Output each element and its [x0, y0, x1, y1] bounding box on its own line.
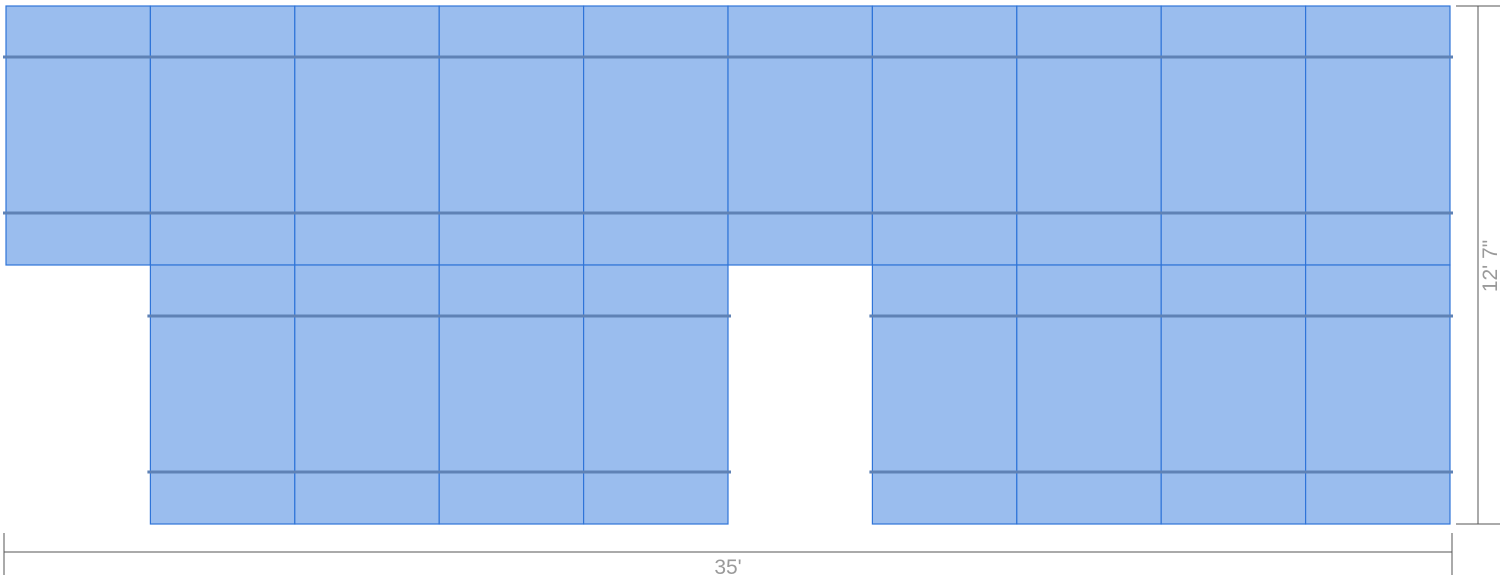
height-dimension-label: 12' 7" [1479, 240, 1502, 292]
mounting-rails [3, 55, 1453, 474]
solar-panel [1016, 264, 1162, 525]
solar-panel [438, 264, 585, 525]
solar-panel [582, 5, 729, 266]
solar-panel [294, 264, 440, 525]
solar-panel [1160, 5, 1307, 266]
solar-panel [1304, 5, 1451, 266]
solar-panel [1016, 5, 1162, 266]
solar-panel [149, 264, 296, 525]
solar-panel [582, 264, 729, 525]
panel-grid [5, 5, 1451, 525]
solar-panel [438, 5, 585, 266]
solar-panel [871, 5, 1018, 266]
height-dimension: 12' 7" [1456, 5, 1502, 525]
width-dimension: 35' [3, 533, 1453, 579]
solar-panel [1160, 264, 1307, 525]
solar-panel [149, 5, 296, 266]
solar-panel [727, 5, 873, 266]
solar-panel [1304, 264, 1451, 525]
solar-panel [294, 5, 440, 266]
solar-panel [5, 5, 151, 266]
solar-panel [871, 264, 1018, 525]
width-dimension-label: 35' [714, 556, 741, 579]
